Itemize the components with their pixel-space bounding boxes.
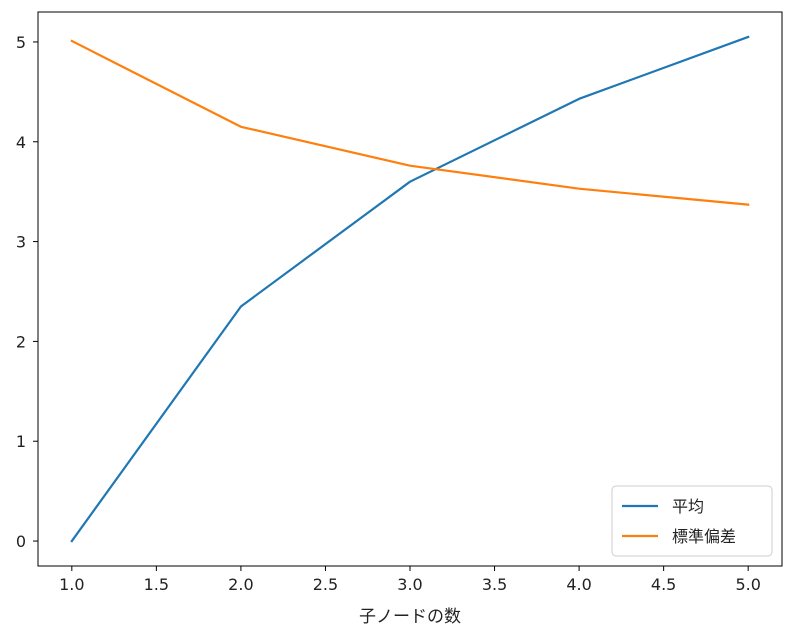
y-tick-label: 1	[16, 432, 26, 451]
y-tick-label: 4	[16, 133, 26, 152]
y-tick-label: 2	[16, 332, 26, 351]
x-tick-label: 1.5	[144, 575, 169, 594]
legend-box	[611, 485, 773, 557]
x-axis-ticks: 1.0 1.5 2.0 2.5 3.0 3.5 4.0 4.5 5.0	[59, 566, 761, 594]
x-tick-label: 5.0	[735, 575, 760, 594]
x-tick-label: 3.0	[397, 575, 422, 594]
y-axis-ticks: 0 1 2 3 4 5	[16, 33, 38, 551]
series-line-1	[70, 39, 750, 206]
y-tick-label: 0	[16, 532, 26, 551]
x-tick-label: 4.0	[566, 575, 591, 594]
legend-label-0: 平均	[672, 497, 704, 516]
y-tick-label: 3	[16, 233, 26, 252]
series-line-0	[70, 35, 750, 543]
x-tick-label: 2.5	[313, 575, 338, 594]
x-tick-label: 2.0	[228, 575, 253, 594]
y-tick-label: 5	[16, 33, 26, 52]
series-layer	[70, 35, 750, 543]
x-tick-label: 3.5	[482, 575, 507, 594]
x-tick-label: 4.5	[651, 575, 676, 594]
x-tick-label: 1.0	[59, 575, 84, 594]
legend-label-1: 標準偏差	[672, 527, 736, 546]
plot-area	[37, 11, 783, 567]
x-axis-label: 子ノードの数	[359, 607, 461, 627]
plot-frame	[37, 11, 783, 567]
